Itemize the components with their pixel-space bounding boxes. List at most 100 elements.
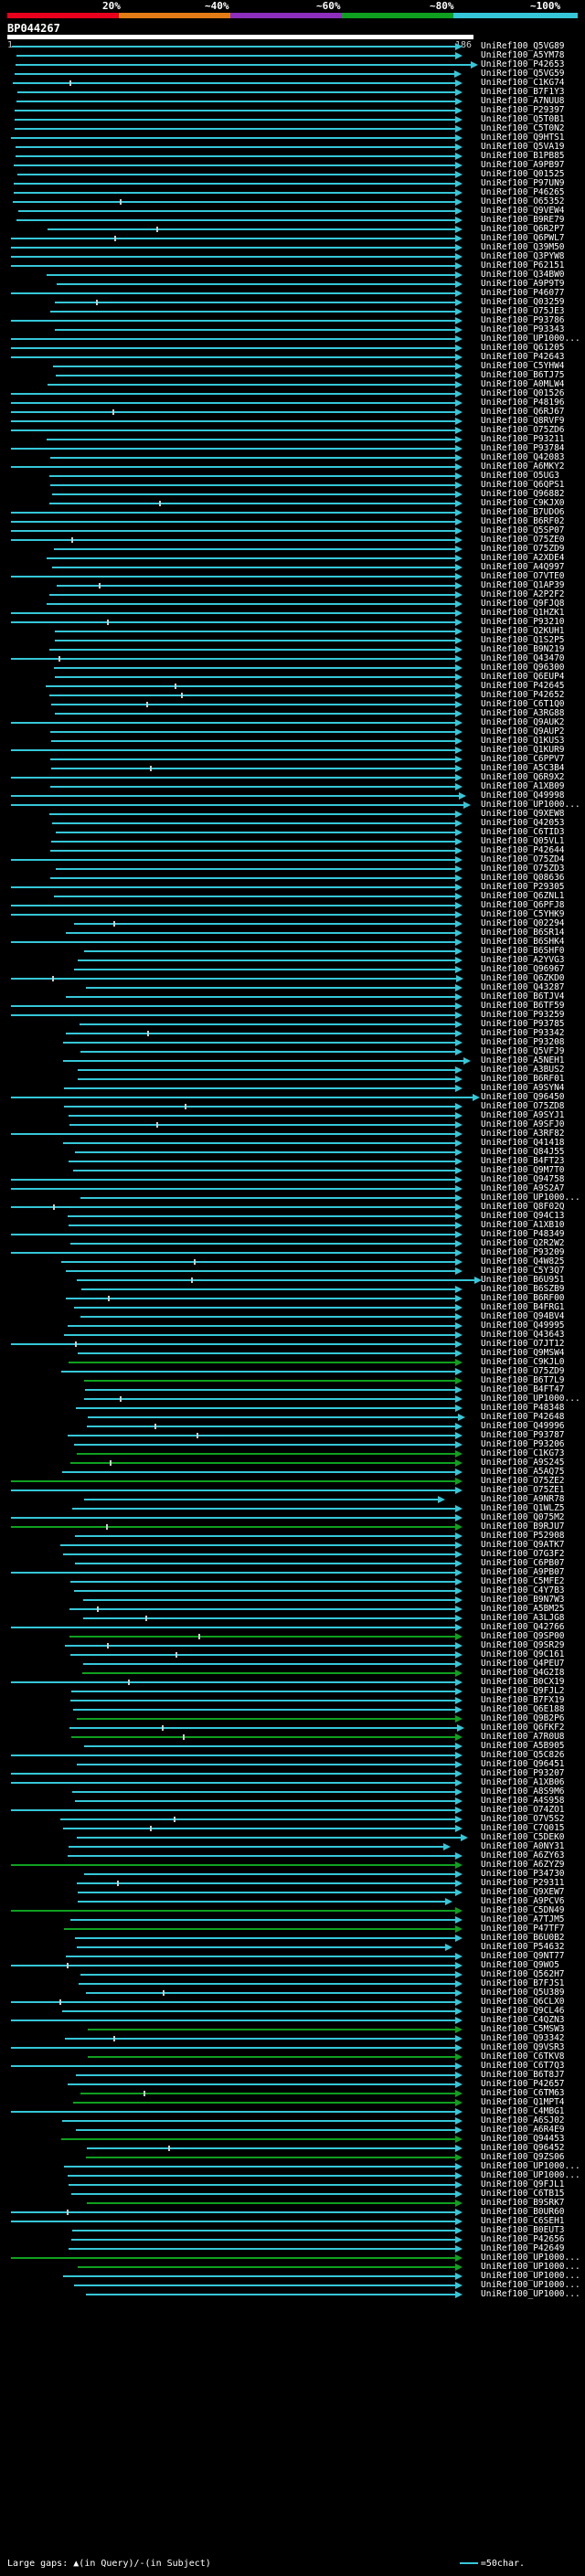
hit-row[interactable]: UniRef100_A9PB97 — [0, 161, 585, 170]
hit-row[interactable]: UniRef100_Q03259 — [0, 298, 585, 307]
hit-row[interactable]: UniRef100_A9SFJ0 — [0, 1120, 585, 1129]
hit-label[interactable]: UniRef100_Q42083 — [481, 452, 565, 462]
hit-label[interactable]: UniRef100_P42645 — [481, 681, 565, 691]
hit-label[interactable]: UniRef100_Q6CLX0 — [481, 1997, 565, 2007]
hit-row[interactable]: UniRef100_A4Q997 — [0, 563, 585, 572]
hit-row[interactable]: UniRef100_B9N7W3 — [0, 1595, 585, 1605]
hit-row[interactable]: UniRef100_Q9FJL2 — [0, 1687, 585, 1696]
hit-label[interactable]: UniRef100_P93786 — [481, 315, 565, 325]
hit-label[interactable]: UniRef100_A3LJG8 — [481, 1613, 565, 1623]
hit-row[interactable]: UniRef100_Q9XEW7 — [0, 1888, 585, 1897]
hit-row[interactable]: UniRef100_Q49995 — [0, 1321, 585, 1330]
hit-label[interactable]: UniRef100_Q5T0B1 — [481, 114, 565, 124]
hit-label[interactable]: UniRef100_Q9FJL2 — [481, 1686, 565, 1696]
hit-row[interactable]: UniRef100_Q9AUK2 — [0, 718, 585, 727]
hit-label[interactable]: UniRef100_Q9ZS06 — [481, 2152, 565, 2162]
hit-label[interactable]: UniRef100_B4FT23 — [481, 1156, 565, 1166]
hit-label[interactable]: UniRef100_B6U0B2 — [481, 1933, 565, 1943]
hit-row[interactable]: UniRef100_Q96967 — [0, 965, 585, 974]
hit-label[interactable]: UniRef100_O75ZE1 — [481, 1485, 565, 1495]
hit-row[interactable]: UniRef100_Q9HTS1 — [0, 133, 585, 143]
hit-row[interactable]: UniRef100_Q562H7 — [0, 1970, 585, 1979]
hit-label[interactable]: UniRef100_B0UR60 — [481, 2207, 565, 2217]
hit-row[interactable]: UniRef100_O65352 — [0, 197, 585, 207]
hit-label[interactable]: UniRef100_Q5C826 — [481, 1750, 565, 1760]
hit-label[interactable]: UniRef100_Q6R9X2 — [481, 772, 565, 782]
hit-label[interactable]: UniRef100_P42643 — [481, 352, 565, 362]
hit-label[interactable]: UniRef100_Q6EUP4 — [481, 672, 565, 682]
hit-label[interactable]: UniRef100_A5NEH1 — [481, 1055, 565, 1065]
hit-row[interactable]: UniRef100_Q05VL1 — [0, 837, 585, 846]
hit-label[interactable]: UniRef100_O7V5S2 — [481, 1814, 565, 1824]
hit-label[interactable]: UniRef100_Q3PYW8 — [481, 251, 565, 261]
hit-row[interactable]: UniRef100_C1KG74 — [0, 79, 585, 88]
hit-row[interactable]: UniRef100_Q6QPS1 — [0, 481, 585, 490]
hit-label[interactable]: UniRef100_A6ZY63 — [481, 1850, 565, 1860]
hit-row[interactable]: UniRef100_A6R4E9 — [0, 2125, 585, 2135]
hit-label[interactable]: UniRef100_Q49998 — [481, 790, 565, 800]
hit-label[interactable]: UniRef100_B4FT47 — [481, 1384, 565, 1394]
hit-label[interactable]: UniRef100_C5Y3Q7 — [481, 1266, 565, 1276]
hit-label[interactable]: UniRef100_Q1AP39 — [481, 580, 565, 590]
hit-label[interactable]: UniRef100_UP1000... — [481, 2289, 580, 2299]
hit-label[interactable]: UniRef100_Q9B2P6 — [481, 1713, 565, 1723]
hit-label[interactable]: UniRef100_C5T0N2 — [481, 123, 565, 133]
hit-row[interactable]: UniRef100_Q3PYW8 — [0, 252, 585, 261]
hit-label[interactable]: UniRef100_P93210 — [481, 617, 565, 627]
hit-label[interactable]: UniRef100_B6SHK4 — [481, 937, 565, 947]
hit-label[interactable]: UniRef100_P46265 — [481, 187, 565, 197]
hit-row[interactable]: UniRef100_B6TJV4 — [0, 992, 585, 1002]
hit-label[interactable]: UniRef100_A6MKY2 — [481, 461, 565, 472]
hit-label[interactable]: UniRef100_B6SR14 — [481, 928, 565, 938]
hit-row[interactable]: UniRef100_Q9ZS06 — [0, 2153, 585, 2162]
hit-label[interactable]: UniRef100_C6TKV8 — [481, 2051, 565, 2062]
hit-label[interactable]: UniRef100_Q5U389 — [481, 1988, 565, 1998]
hit-row[interactable]: UniRef100_C6TB15 — [0, 2189, 585, 2199]
hit-row[interactable]: UniRef100_P42643 — [0, 353, 585, 362]
hit-row[interactable]: UniRef100_P93787 — [0, 1431, 585, 1440]
hit-row[interactable]: UniRef100_C6PB07 — [0, 1559, 585, 1568]
hit-row[interactable]: UniRef100_Q5C826 — [0, 1751, 585, 1760]
hit-row[interactable]: UniRef100_Q6PWL7 — [0, 234, 585, 243]
hit-label[interactable]: UniRef100_Q42053 — [481, 818, 565, 828]
hit-row[interactable]: UniRef100_Q1KUS3 — [0, 737, 585, 746]
hit-label[interactable]: UniRef100_P52908 — [481, 1531, 565, 1541]
hit-row[interactable]: UniRef100_B7FJS1 — [0, 1979, 585, 1988]
hit-row[interactable]: UniRef100_Q6ZNL1 — [0, 892, 585, 901]
hit-row[interactable]: UniRef100_B6SZB9 — [0, 1285, 585, 1294]
hit-row[interactable]: UniRef100_A8S9M6 — [0, 1787, 585, 1797]
hit-row[interactable]: UniRef100_B4FT23 — [0, 1157, 585, 1166]
hit-row[interactable]: UniRef100_Q96452 — [0, 2144, 585, 2153]
hit-label[interactable]: UniRef100_UP1000... — [481, 2280, 580, 2290]
hit-label[interactable]: UniRef100_C1KG74 — [481, 78, 565, 88]
hit-row[interactable]: UniRef100_P93785 — [0, 1020, 585, 1029]
hit-row[interactable]: UniRef100_Q075M2 — [0, 1513, 585, 1522]
hit-label[interactable]: UniRef100_A9P9T9 — [481, 279, 565, 289]
hit-label[interactable]: UniRef100_Q6E188 — [481, 1704, 565, 1714]
hit-row[interactable]: UniRef100_Q1WLZ5 — [0, 1504, 585, 1513]
hit-row[interactable]: UniRef100_B6TF59 — [0, 1002, 585, 1011]
hit-label[interactable]: UniRef100_P93342 — [481, 1028, 565, 1038]
hit-label[interactable]: UniRef100_C6TM63 — [481, 2088, 565, 2098]
hit-row[interactable]: UniRef100_Q43470 — [0, 654, 585, 663]
hit-label[interactable]: UniRef100_C6PB07 — [481, 1558, 565, 1568]
hit-label[interactable]: UniRef100_A9SYN4 — [481, 1083, 565, 1093]
hit-label[interactable]: UniRef100_Q49996 — [481, 1421, 565, 1431]
hit-label[interactable]: UniRef100_Q96450 — [481, 1092, 565, 1102]
hit-label[interactable]: UniRef100_A2XDE4 — [481, 553, 565, 563]
hit-label[interactable]: UniRef100_P48348 — [481, 1403, 565, 1413]
hit-label[interactable]: UniRef100_B6TJV4 — [481, 991, 565, 1002]
hit-row[interactable]: UniRef100_Q96300 — [0, 663, 585, 673]
hit-label[interactable]: UniRef100_C1KG73 — [481, 1448, 565, 1458]
hit-row[interactable]: UniRef100_C9KJX0 — [0, 499, 585, 508]
hit-label[interactable]: UniRef100_Q075M2 — [481, 1512, 565, 1522]
hit-row[interactable]: UniRef100_C6TM63 — [0, 2089, 585, 2098]
hit-row[interactable]: UniRef100_O5UG3 — [0, 472, 585, 481]
hit-label[interactable]: UniRef100_Q6FKF2 — [481, 1723, 565, 1733]
hit-row[interactable]: UniRef100_A5BM25 — [0, 1605, 585, 1614]
hit-row[interactable]: UniRef100_A5B905 — [0, 1742, 585, 1751]
hit-row[interactable]: UniRef100_Q5VG59 — [0, 69, 585, 79]
hit-row[interactable]: UniRef100_O75ZD9 — [0, 1367, 585, 1376]
hit-label[interactable]: UniRef100_Q4PEU7 — [481, 1659, 565, 1669]
hit-label[interactable]: UniRef100_Q9M7T0 — [481, 1165, 565, 1175]
